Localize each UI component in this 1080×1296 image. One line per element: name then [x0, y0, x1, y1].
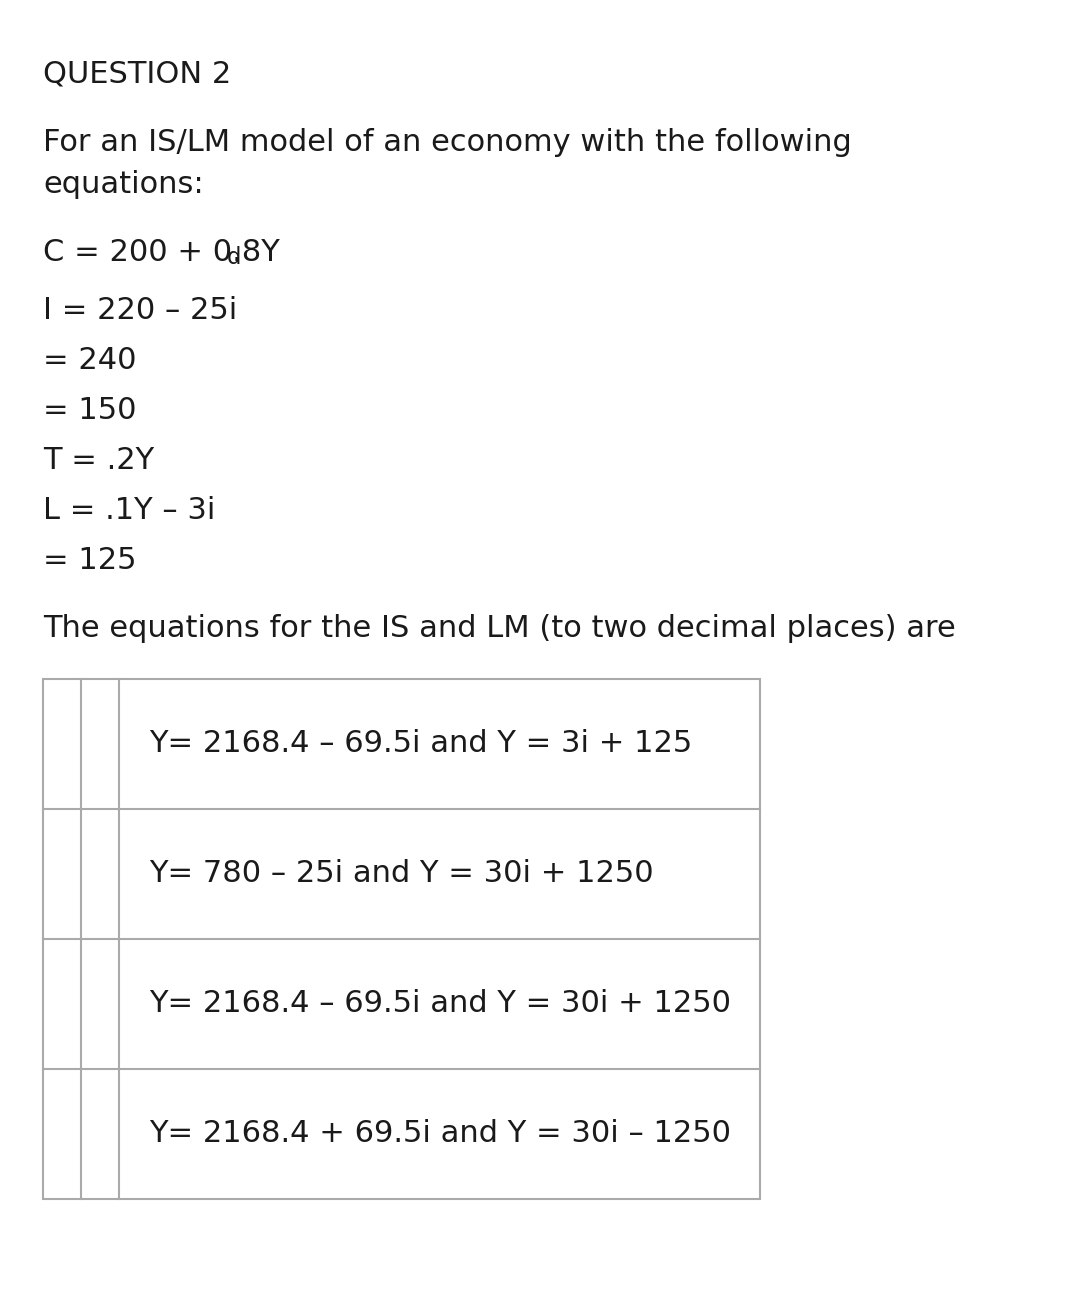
Bar [43, 679, 760, 1199]
Text: T = .2Y: T = .2Y [43, 446, 154, 476]
Text: For an IS/LM model of an economy with the following: For an IS/LM model of an economy with th… [43, 128, 852, 157]
Text: Y= 780 – 25i and Y = 30i + 1250: Y= 780 – 25i and Y = 30i + 1250 [149, 859, 653, 889]
Text: = 150: = 150 [43, 397, 136, 425]
Text: C = 200 + 0.8Y: C = 200 + 0.8Y [43, 238, 280, 267]
Text: d: d [227, 246, 241, 270]
Text: Y= 2168.4 – 69.5i and Y = 3i + 125: Y= 2168.4 – 69.5i and Y = 3i + 125 [149, 730, 692, 758]
Text: The equations for the IS and LM (to two decimal places) are: The equations for the IS and LM (to two … [43, 614, 956, 643]
Text: equations:: equations: [43, 170, 204, 200]
Text: L = .1Y – 3i: L = .1Y – 3i [43, 496, 215, 525]
Text: I = 220 – 25i: I = 220 – 25i [43, 295, 238, 325]
Text: QUESTION 2: QUESTION 2 [43, 60, 231, 89]
Text: Y= 2168.4 – 69.5i and Y = 30i + 1250: Y= 2168.4 – 69.5i and Y = 30i + 1250 [149, 990, 731, 1019]
Text: = 240: = 240 [43, 346, 136, 375]
Text: Y= 2168.4 + 69.5i and Y = 30i – 1250: Y= 2168.4 + 69.5i and Y = 30i – 1250 [149, 1120, 731, 1148]
Text: = 125: = 125 [43, 546, 136, 575]
